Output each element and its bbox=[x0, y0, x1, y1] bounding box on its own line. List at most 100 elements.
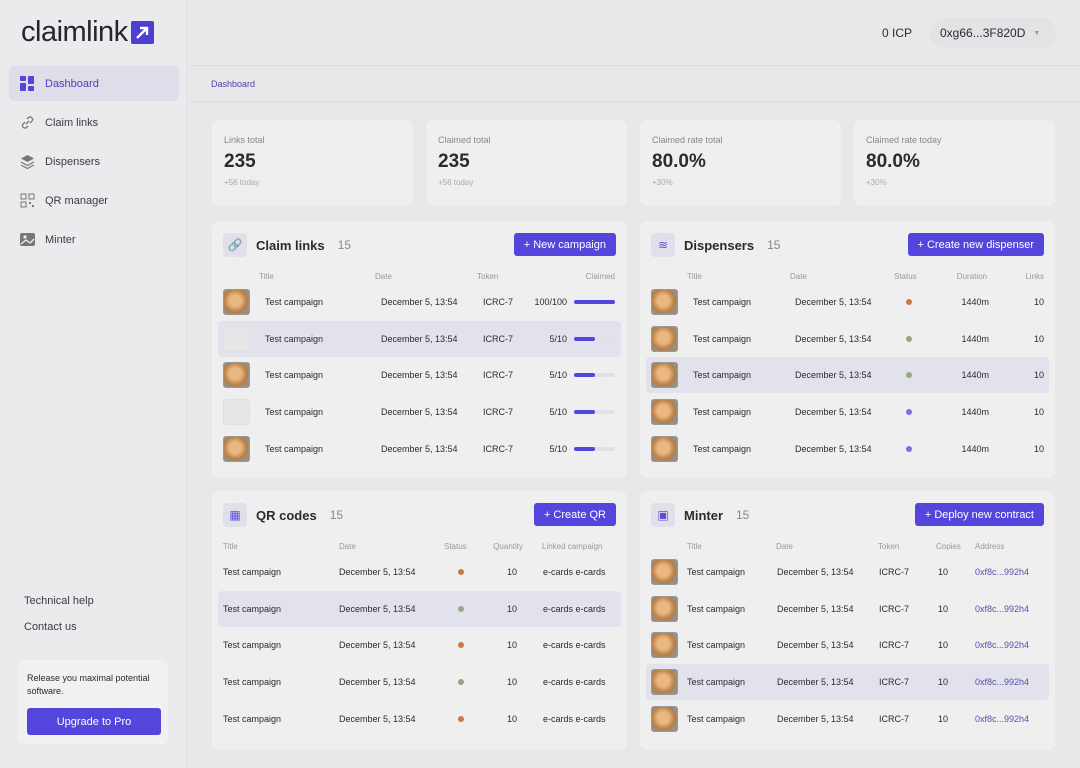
table-row[interactable]: Test campaign December 5, 13:54 ICRC-7 5/10 bbox=[218, 320, 621, 357]
button-label: New campaign bbox=[533, 238, 606, 251]
table-row[interactable]: Test campaign December 5, 13:54 1440m 10 bbox=[646, 357, 1049, 394]
minter-action-button[interactable]: + Deploy new contract bbox=[914, 503, 1044, 526]
column-header[interactable]: Quantity bbox=[493, 542, 523, 551]
cell-token: ICRC-7 bbox=[879, 567, 910, 577]
layers-icon bbox=[19, 154, 35, 170]
dispensers-action-button[interactable]: + Create new dispenser bbox=[907, 233, 1044, 256]
column-header[interactable]: Token bbox=[878, 542, 900, 551]
cell-title: Test campaign bbox=[223, 603, 282, 614]
column-header[interactable]: Title bbox=[223, 542, 238, 551]
cell-date: December 5, 13:54 bbox=[777, 640, 854, 651]
table-row[interactable]: Test campaign December 5, 13:54 ICRC-7 5/10 bbox=[218, 394, 621, 430]
column-header[interactable]: Title bbox=[687, 272, 702, 281]
claim-progress-bar bbox=[574, 373, 615, 378]
cell-date: December 5, 13:54 bbox=[777, 567, 854, 577]
campaign-thumbnail bbox=[651, 435, 678, 462]
cell-title: Test campaign bbox=[687, 713, 746, 724]
column-header[interactable]: Duration bbox=[956, 272, 987, 281]
sidebar-item-qr-manager[interactable]: QR manager bbox=[9, 183, 179, 218]
column-header[interactable]: Title bbox=[259, 272, 274, 281]
claim-progress-bar bbox=[574, 446, 615, 451]
table-row[interactable]: Test campaign December 5, 13:54 ICRC-7 5/10 bbox=[218, 431, 621, 467]
plus-icon: + bbox=[924, 508, 935, 521]
column-header[interactable]: Copies bbox=[936, 542, 961, 551]
wallet-dropdown[interactable]: 0xg66...3F820D ▼ bbox=[930, 18, 1056, 48]
cell-title: Test campaign bbox=[687, 603, 746, 614]
cell-title: Test campaign bbox=[693, 370, 752, 381]
sidebar-item-claim-links[interactable]: Claim links bbox=[9, 105, 179, 140]
cell-linked: e-cards e-cards bbox=[543, 640, 606, 651]
table-row[interactable]: Test campaign December 5, 13:54 1440m 10 bbox=[646, 431, 1049, 467]
logo[interactable]: claimlink bbox=[21, 16, 154, 49]
table-row[interactable]: Test campaign December 5, 13:54 10 e-cards … bbox=[218, 664, 621, 700]
table-row[interactable]: Test campaign December 5, 13:54 ICRC-7 10 0x… bbox=[646, 554, 1049, 590]
table-row[interactable]: Test campaign December 5, 13:54 ICRC-7 10 0x… bbox=[646, 664, 1049, 701]
column-header[interactable]: Status bbox=[444, 542, 467, 551]
cell-address[interactable]: 0xf8c...992h4 bbox=[975, 603, 1030, 614]
cell-title: Test campaign bbox=[223, 640, 282, 651]
table-row[interactable]: Test campaign December 5, 13:54 ICRC-7 5/10 bbox=[218, 357, 621, 393]
campaign-thumbnail bbox=[223, 289, 250, 315]
panel-header: ≋ Dispensers 15 bbox=[651, 233, 780, 257]
table-row[interactable]: Test campaign December 5, 13:54 10 e-cards … bbox=[218, 590, 621, 627]
column-header[interactable]: Date bbox=[790, 272, 807, 281]
table-row[interactable]: Test campaign December 5, 13:54 ICRC-7 10 0x… bbox=[646, 627, 1049, 663]
column-header[interactable]: Address bbox=[975, 542, 1005, 551]
dispensers-panel: ≋ Dispensers 15 + Create new dispenser Title… bbox=[640, 221, 1055, 478]
column-header[interactable]: Date bbox=[339, 542, 356, 551]
cell-date: December 5, 13:54 bbox=[381, 297, 458, 307]
status-dot bbox=[906, 299, 912, 305]
contact-us-link[interactable]: Contact us bbox=[24, 621, 77, 633]
button-label: Create new dispenser bbox=[926, 238, 1034, 251]
campaign-thumbnail bbox=[223, 435, 250, 462]
table-row[interactable]: Test campaign December 5, 13:54 10 e-cards … bbox=[218, 554, 621, 590]
status-dot bbox=[906, 409, 912, 416]
cell-linked: e-cards e-cards bbox=[543, 677, 606, 688]
column-header[interactable]: Linked campaign bbox=[542, 542, 603, 551]
column-header[interactable]: Links bbox=[1025, 272, 1044, 281]
column-header[interactable]: Date bbox=[375, 272, 392, 281]
sidebar-item-dispensers[interactable]: Dispensers bbox=[9, 144, 179, 179]
stat-delta: +56 today bbox=[438, 178, 474, 187]
cell-linked: e-cards e-cards bbox=[543, 713, 606, 724]
table-row[interactable]: Test campaign December 5, 13:54 1440m 10 bbox=[646, 284, 1049, 320]
cell-title: Test campaign bbox=[693, 443, 752, 454]
column-header[interactable]: Title bbox=[687, 542, 702, 551]
table-row[interactable]: Test campaign December 5, 13:54 1440m 10 bbox=[646, 321, 1049, 357]
cell-address[interactable]: 0xf8c...992h4 bbox=[975, 640, 1030, 651]
cell-token: ICRC-7 bbox=[483, 370, 514, 381]
cell-date: December 5, 13:54 bbox=[381, 443, 458, 454]
cell-address[interactable]: 0xf8c...992h4 bbox=[975, 567, 1030, 577]
technical-help-link[interactable]: Technical help bbox=[24, 595, 94, 607]
breadcrumb: Dashboard bbox=[188, 66, 1080, 102]
cell-title: Test campaign bbox=[265, 333, 324, 344]
table-row[interactable]: Test campaign December 5, 13:54 ICRC-7 100/… bbox=[218, 284, 621, 320]
sidebar-item-dashboard[interactable]: Dashboard bbox=[9, 66, 179, 101]
upgrade-to-pro-button[interactable]: Upgrade to Pro bbox=[27, 708, 161, 735]
table-row[interactable]: Test campaign December 5, 13:54 10 e-cards … bbox=[218, 701, 621, 737]
cell-title: Test campaign bbox=[687, 677, 746, 688]
table-row[interactable]: Test campaign December 5, 13:54 1440m 10 bbox=[646, 394, 1049, 430]
qr-icon bbox=[19, 193, 35, 209]
table-row[interactable]: Test campaign December 5, 13:54 ICRC-7 10 0x… bbox=[646, 591, 1049, 627]
table-row[interactable]: Test campaign December 5, 13:54 ICRC-7 10 0x… bbox=[646, 701, 1049, 737]
table-row[interactable]: Test campaign December 5, 13:54 10 e-cards … bbox=[218, 627, 621, 663]
cell-token: ICRC-7 bbox=[483, 407, 514, 418]
cell-address[interactable]: 0xf8c...992h4 bbox=[975, 677, 1030, 688]
cell-date: December 5, 13:54 bbox=[339, 713, 416, 724]
column-header[interactable]: Date bbox=[776, 542, 793, 551]
column-header[interactable]: Token bbox=[477, 272, 499, 281]
qr-codes-action-button[interactable]: + Create QR bbox=[533, 503, 616, 526]
cell-address[interactable]: 0xf8c...992h4 bbox=[975, 713, 1030, 724]
cell-linked: e-cards e-cards bbox=[543, 567, 606, 577]
claim-links-action-button[interactable]: + New campaign bbox=[513, 233, 616, 256]
column-header[interactable]: Claimed bbox=[585, 272, 615, 281]
stat-value: 235 bbox=[438, 151, 470, 172]
cell-copies: 10 bbox=[937, 677, 948, 688]
claim-progress-bar bbox=[574, 300, 615, 304]
column-header[interactable]: Status bbox=[894, 272, 917, 281]
sidebar-item-minter[interactable]: Minter bbox=[9, 222, 179, 257]
breadcrumb-dashboard[interactable]: Dashboard bbox=[211, 79, 256, 89]
stat-value: 235 bbox=[224, 151, 256, 172]
cell-date: December 5, 13:54 bbox=[777, 713, 854, 724]
